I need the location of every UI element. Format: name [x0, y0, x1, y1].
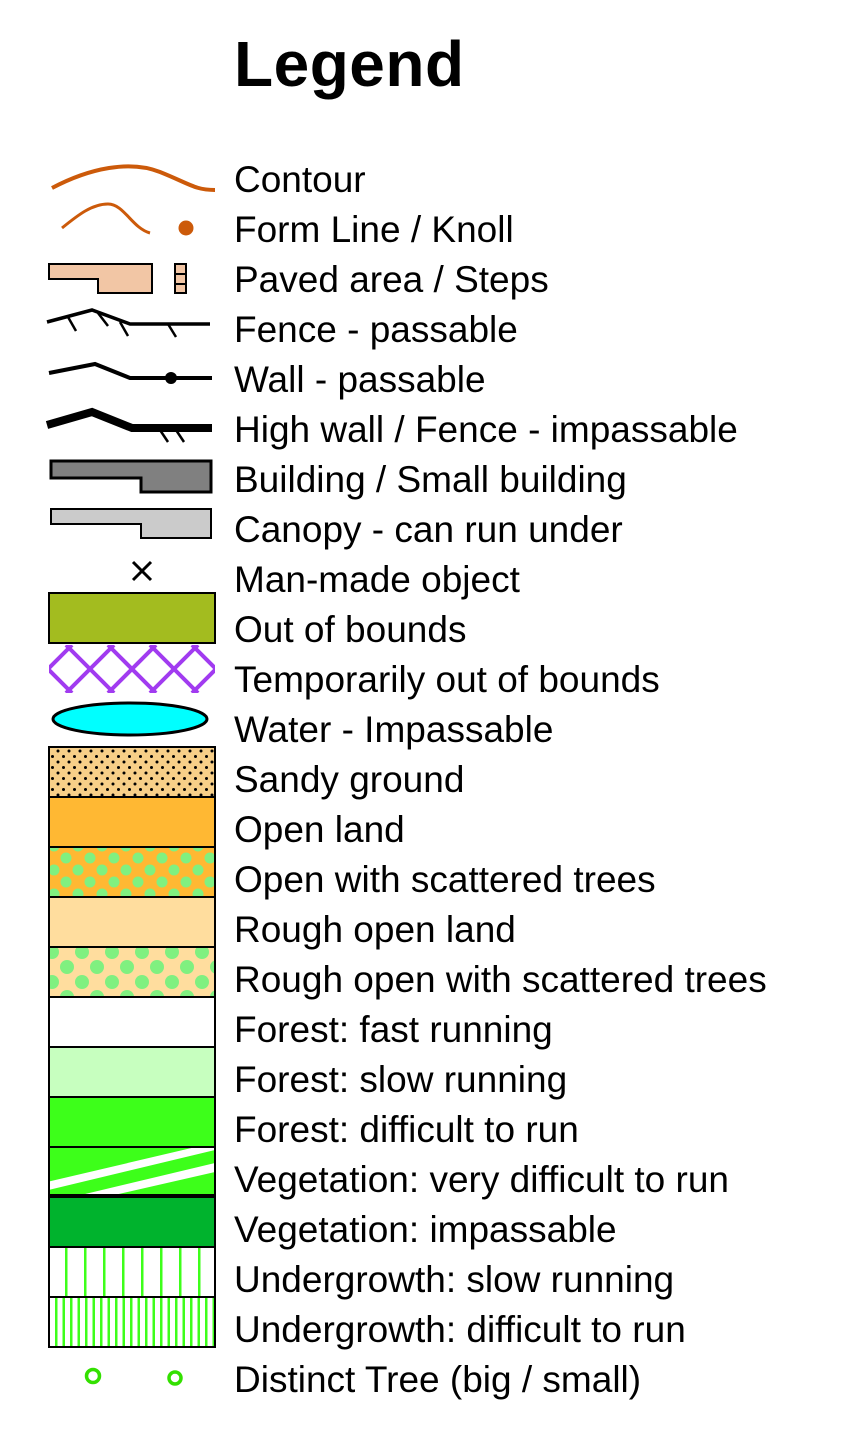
legend-label-undergrowth-slow: Undergrowth: slow running: [234, 1259, 675, 1300]
vegetation-impassable-swatch: [48, 1196, 216, 1248]
paved-steps-icon: [48, 263, 187, 294]
building-icon: [49, 459, 213, 494]
legend-label-man-made: Man-made object: [234, 559, 520, 600]
rough-open-scattered-trees-swatch: [48, 946, 216, 998]
rough-open-land-swatch: [48, 896, 216, 948]
man-made-object-icon: [131, 560, 153, 582]
sandy-ground-swatch: [48, 746, 216, 798]
legend-label-forest-difficult: Forest: difficult to run: [234, 1109, 579, 1150]
undergrowth-difficult-swatch: [48, 1296, 216, 1348]
distinct-tree-icon: [84, 1367, 183, 1386]
legend-label-open-land: Open land: [234, 809, 405, 850]
out-of-bounds-swatch: [48, 592, 216, 644]
legend-label-water: Water - Impassable: [234, 709, 554, 750]
legend-label-forest-slow: Forest: slow running: [234, 1059, 568, 1100]
high-wall-icon: [45, 407, 212, 443]
water-icon: [51, 701, 209, 737]
legend-label-undergrowth-difficult: Undergrowth: difficult to run: [234, 1309, 686, 1350]
legend-label-building: Building / Small building: [234, 459, 627, 500]
legend-label-forest-fast: Forest: fast running: [234, 1009, 553, 1050]
legend-label-paved: Paved area / Steps: [234, 259, 549, 300]
form-line-knoll-icon: [61, 202, 194, 236]
legend-label-out-of-bounds: Out of bounds: [234, 609, 467, 650]
open-land-swatch: [48, 796, 216, 848]
open-scattered-trees-swatch: [48, 846, 216, 898]
legend-label-open-trees: Open with scattered trees: [234, 859, 656, 900]
wall-passable-icon: [48, 361, 212, 384]
legend-label-contour: Contour: [234, 159, 366, 200]
legend-label-form-line: Form Line / Knoll: [234, 209, 514, 250]
forest-slow-swatch: [48, 1046, 216, 1098]
legend-label-sandy: Sandy ground: [234, 759, 465, 800]
legend-label-temp-oob: Temporarily out of bounds: [234, 659, 660, 700]
legend-label-veg-impassable: Vegetation: impassable: [234, 1209, 617, 1250]
forest-fast-swatch: [48, 996, 216, 1048]
fence-passable-icon: [46, 308, 210, 338]
legend-label-distinct-tree: Distinct Tree (big / small): [234, 1359, 642, 1400]
legend-label-veg-very-difficult: Vegetation: very difficult to run: [234, 1159, 730, 1200]
vegetation-very-difficult-swatch: [48, 1146, 216, 1196]
contour-icon: [51, 164, 216, 192]
legend-label-high-wall: High wall / Fence - impassable: [234, 409, 738, 450]
legend-label-canopy: Canopy - can run under: [234, 509, 623, 550]
legend-title: Legend: [234, 28, 465, 100]
canopy-icon: [50, 508, 212, 539]
legend-label-rough-trees: Rough open with scattered trees: [234, 959, 767, 1000]
legend-label-wall: Wall - passable: [234, 359, 486, 400]
forest-difficult-swatch: [48, 1096, 216, 1148]
legend-label-fence: Fence - passable: [234, 309, 518, 350]
legend-label-rough-open: Rough open land: [234, 909, 516, 950]
undergrowth-slow-swatch: [48, 1246, 216, 1298]
temporarily-oob-swatch: [49, 645, 215, 693]
